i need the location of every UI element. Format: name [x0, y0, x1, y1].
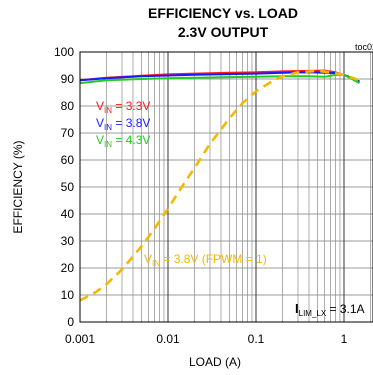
legend-vin-3-3-main: V [96, 99, 104, 113]
y-tick-label: 20 [61, 261, 75, 275]
legend-vin-3-8: VIN = 3.8V [96, 116, 150, 132]
figure-tag: toc02 [355, 42, 373, 52]
y-tick-label: 100 [54, 45, 74, 59]
legend-vin-3-3: VIN = 3.3V [96, 99, 150, 115]
chart-subtitle: 2.3V OUTPUT [178, 24, 269, 40]
legend-vin-3-8-main: V [96, 116, 104, 130]
x-axis-label: LOAD (A) [189, 355, 241, 369]
annotation-sub: LIM_LX [299, 309, 327, 318]
legend-vin-3-8-rest: = 3.8V [112, 116, 150, 130]
y-tick-label: 40 [61, 207, 75, 221]
y-tick-label: 30 [61, 234, 75, 248]
legend-vin-4-3-sub: IN [104, 140, 112, 149]
legend-vin-3-8-fpwm-sub: IN [152, 259, 160, 268]
chart-title: EFFICIENCY vs. LOAD [148, 5, 298, 21]
x-tick-label: 0.1 [248, 332, 265, 346]
x-tick-label: 1 [341, 332, 348, 346]
legend-vin-3-8-fpwm: VIN = 3.8V (FPWM = 1) [144, 252, 267, 268]
legend-vin-3-3-rest: = 3.3V [112, 99, 150, 113]
y-tick-label: 90 [61, 72, 75, 86]
y-tick-label: 60 [61, 153, 75, 167]
plot-frame [79, 51, 373, 323]
series-lines [79, 69, 360, 302]
y-tick-label: 0 [67, 315, 74, 329]
current-limit-annotation: ILIM_LX = 3.1A [295, 301, 365, 318]
annotation-rest: = 3.1A [326, 302, 364, 316]
legend-vin-4-3-main: V [96, 133, 104, 147]
x-tick-label: 0.01 [156, 332, 180, 346]
legend-vin-3-8-fpwm-main: V [144, 252, 152, 266]
legend-vin-4-3: VIN = 4.3V [96, 133, 150, 149]
x-tick-label: 0.001 [65, 332, 95, 346]
y-axis-label: EFFICIENCY (%) [11, 140, 25, 233]
grid [79, 51, 373, 323]
legend-vin-3-8-fpwm-rest: = 3.8V (FPWM = 1) [160, 252, 267, 266]
y-tick-label: 10 [61, 288, 75, 302]
y-tick-label: 80 [61, 99, 75, 113]
y-tick-label: 70 [61, 126, 75, 140]
axis-ticks: 0 10 20 30 40 50 60 70 80 90 100 0.001 0.01 0.1 1 [54, 45, 348, 346]
annotation-main: I [295, 301, 299, 316]
series-line-3 [79, 69, 360, 302]
y-tick-label: 50 [61, 180, 75, 194]
legend-vin-3-3-sub: IN [104, 106, 112, 115]
legend-vin-4-3-rest: = 4.3V [112, 133, 150, 147]
legend-vin-3-8-sub: IN [104, 123, 112, 132]
